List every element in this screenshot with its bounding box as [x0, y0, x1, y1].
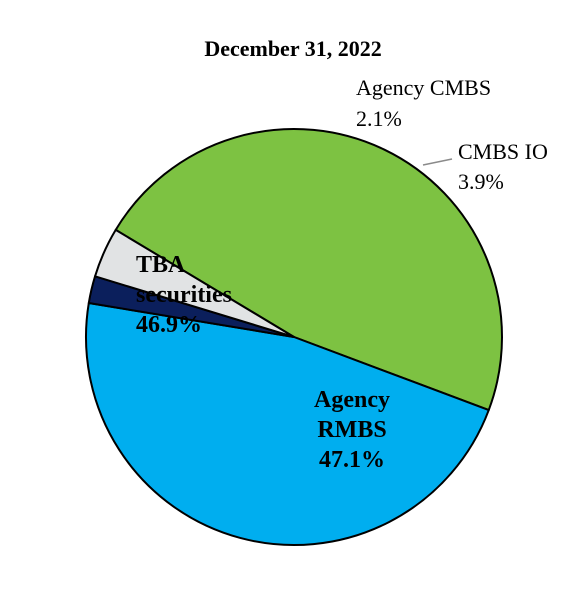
pie-slices: [84, 128, 503, 546]
slice-label-3: CMBS IO 3.9%: [458, 139, 548, 194]
slice-name-label: CMBS IO: [458, 139, 548, 164]
slice-name-label: securities: [136, 282, 232, 308]
slice-labels: Agency RMBS 47.1% TBA securities 46.9% Agency …: [136, 75, 548, 473]
slice-value-label: 3.9%: [458, 169, 504, 194]
slice-name-label: Agency: [314, 387, 390, 413]
slice-name-label: TBA: [136, 252, 186, 278]
chart-title: December 31, 2022: [204, 36, 382, 61]
slice-label-0: Agency RMBS 47.1%: [314, 387, 390, 473]
slice-name-label: RMBS: [317, 417, 386, 443]
leader-lines: [422, 158, 453, 166]
pie-slice-3: [94, 228, 295, 338]
slice-name-label: Agency CMBS: [356, 75, 491, 100]
leader-line-3: [422, 158, 453, 166]
slice-value-label: 46.9%: [136, 312, 202, 338]
slice-value-label: 2.1%: [356, 106, 402, 131]
slice-label-1: TBA securities 46.9%: [136, 252, 232, 338]
slice-value-label: 47.1%: [319, 447, 385, 473]
pie-slice-1: [84, 302, 490, 546]
slice-label-2: Agency CMBS 2.1%: [356, 75, 491, 131]
pie-slice-0: [114, 128, 503, 412]
